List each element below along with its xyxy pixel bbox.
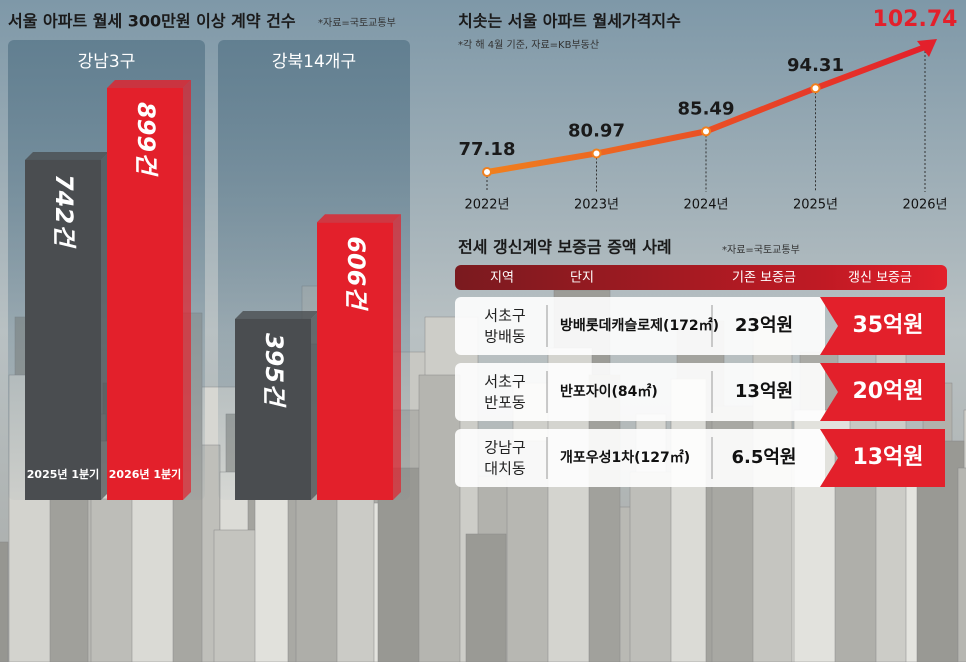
bar <box>107 88 183 500</box>
bar-side <box>393 214 401 501</box>
bar-top <box>235 310 319 319</box>
building <box>670 378 707 662</box>
complex: 개포우성1차(127㎡) <box>560 449 690 466</box>
old-deposit: 23억원 <box>735 315 793 336</box>
building <box>418 374 461 662</box>
value-label: 80.97 <box>568 120 625 141</box>
table-header-bg <box>455 265 947 290</box>
new-deposit: 35억원 <box>852 313 923 338</box>
complex: 반포자이(84㎡) <box>560 383 658 400</box>
value-label: 395건 <box>260 333 288 408</box>
value-label: 899건 <box>132 102 160 177</box>
building <box>588 374 621 662</box>
bar <box>317 222 393 501</box>
x-tick-label: 2023년 <box>574 198 619 213</box>
value-label: 742건 <box>50 174 78 249</box>
x-tick-label: 2024년 <box>683 198 728 213</box>
building <box>213 529 261 662</box>
x-tick-label: 2022년 <box>464 198 509 213</box>
table-header: 갱신 보증금 <box>848 271 912 286</box>
building <box>957 467 966 662</box>
new-deposit-bg <box>820 297 945 355</box>
point <box>482 167 492 177</box>
bar-top <box>25 151 109 160</box>
bar-source: *자료=국토교통부 <box>318 17 396 29</box>
table-title: 전세 갱신계약 보증금 증액 사례 <box>458 238 672 257</box>
bar-top <box>317 214 401 223</box>
table-header: 단지 <box>570 271 594 286</box>
x-tick-label: 2025년 <box>793 198 838 213</box>
bar <box>25 159 101 500</box>
value-label: 85.49 <box>678 98 735 119</box>
bar-side <box>183 80 191 500</box>
new-deposit-bg <box>820 429 945 487</box>
group-label: 강북14개구 <box>272 52 356 72</box>
region: 대치동 <box>484 460 526 478</box>
old-deposit: 6.5억원 <box>731 447 796 468</box>
value-label: 94.31 <box>787 55 844 76</box>
legend-label: 2026년 1분기 <box>109 467 181 481</box>
table-source: *자료=국토교통부 <box>722 244 800 256</box>
line-title: 치솟는 서울 아파트 월세가격지수 <box>458 12 681 31</box>
building <box>0 541 9 662</box>
point <box>701 126 711 137</box>
building <box>629 471 679 662</box>
point <box>591 148 602 159</box>
value-label: 102.74 <box>873 7 958 32</box>
bar <box>235 318 311 500</box>
table-header: 기존 보증금 <box>732 271 796 286</box>
region: 강남구 <box>484 439 525 457</box>
region: 서초구 <box>484 307 525 325</box>
new-deposit-bg <box>820 363 945 421</box>
region: 방배동 <box>484 328 526 346</box>
new-deposit: 13억원 <box>852 445 923 470</box>
bar-top <box>107 80 191 88</box>
table-header: 지역 <box>490 271 514 286</box>
bar-title: 서울 아파트 월세 300만원 이상 계약 건수 <box>8 12 296 31</box>
line-subtitle: *각 해 4월 기준, 자료=KB부동산 <box>458 38 599 51</box>
legend-label: 2025년 1분기 <box>27 467 99 481</box>
group-label: 강남3구 <box>78 52 136 72</box>
value-label: 606건 <box>342 236 370 311</box>
region: 서초구 <box>484 373 525 391</box>
arrow-head <box>917 39 937 57</box>
point <box>810 83 821 94</box>
old-deposit: 13억원 <box>735 381 793 402</box>
x-tick-label: 2026년 <box>902 198 947 213</box>
value-label: 77.18 <box>459 139 516 160</box>
complex: 방배롯데캐슬로제(172㎡) <box>560 317 719 334</box>
building <box>465 533 507 662</box>
region: 반포동 <box>484 394 526 412</box>
new-deposit: 20억원 <box>852 379 923 404</box>
